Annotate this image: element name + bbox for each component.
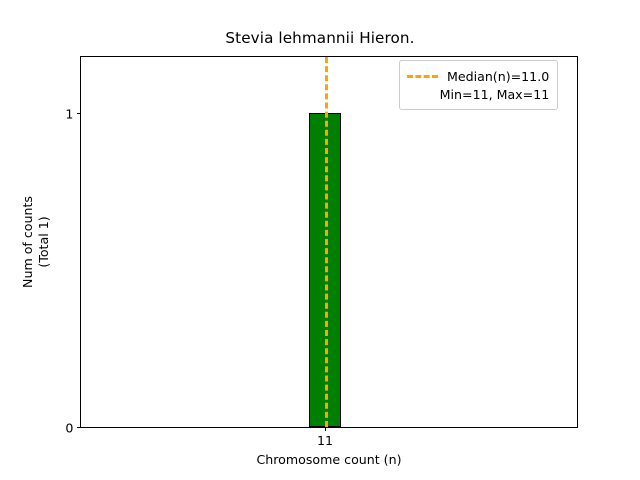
- legend-item-median: Median(n)=11.0: [407, 67, 549, 85]
- x-axis-tick-11: [325, 427, 327, 431]
- legend-item-minmax: Min=11, Max=11: [407, 85, 550, 103]
- median-line: [325, 57, 329, 427]
- bar-11: [309, 113, 341, 427]
- y-axis-label-line2: (Total 1): [36, 216, 51, 268]
- y-axis-label: Num of counts (Total 1): [20, 196, 52, 288]
- plot-area: 0 1 11: [65, 56, 578, 448]
- y-axis-tick-1: 1: [65, 107, 81, 122]
- x-axis-label: Chromosome count (n): [256, 452, 402, 467]
- x-axis-tick-label-11: 11: [317, 433, 334, 448]
- legend: Median(n)=11.0 Min=11, Max=11: [399, 60, 559, 110]
- legend-label-median: Median(n)=11.0: [447, 68, 550, 84]
- y-axis-tick-0: 0: [65, 421, 81, 436]
- plot-inner: [81, 57, 577, 427]
- y-axis-label-wrap: Num of counts (Total 1): [0, 56, 72, 428]
- y-axis-tick-label-1: 1: [65, 106, 74, 122]
- y-axis-label-line1: Num of counts: [19, 196, 35, 288]
- y-axis-tick-label-0: 0: [65, 420, 74, 436]
- page-title: Stevia lehmannii Hieron.: [225, 29, 415, 47]
- dashed-line-icon: [407, 74, 438, 78]
- legend-label-minmax: Min=11, Max=11: [439, 86, 550, 102]
